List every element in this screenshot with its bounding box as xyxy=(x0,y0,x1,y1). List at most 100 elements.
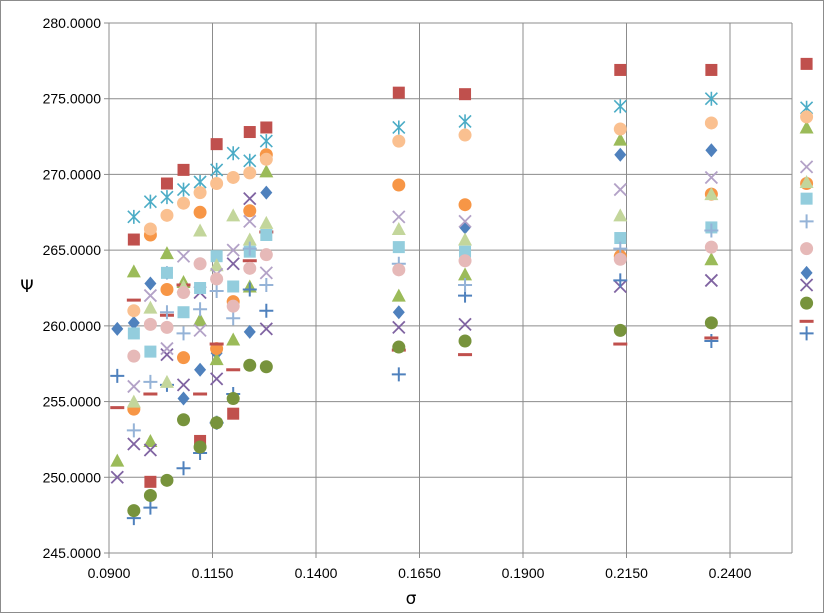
data-point xyxy=(226,170,240,184)
data-point xyxy=(210,416,224,430)
data-point xyxy=(226,257,240,271)
data-point xyxy=(613,323,627,337)
data-point xyxy=(613,99,627,114)
data-point xyxy=(226,146,240,161)
y-tick-label: 270.0000 xyxy=(43,166,102,182)
data-point xyxy=(800,192,813,205)
data-point xyxy=(226,392,240,406)
y-axis-title: Ψ xyxy=(20,277,33,297)
data-point xyxy=(704,240,718,254)
data-point xyxy=(226,243,240,257)
data-point xyxy=(227,407,240,420)
data-point xyxy=(242,232,257,246)
data-point xyxy=(127,233,140,246)
data-point xyxy=(110,453,125,467)
data-point xyxy=(210,138,223,151)
data-point xyxy=(177,413,191,427)
data-point xyxy=(458,277,473,292)
data-point xyxy=(260,121,273,134)
data-point xyxy=(143,392,158,396)
data-point xyxy=(193,186,207,200)
data-point xyxy=(613,182,627,197)
data-point xyxy=(160,208,174,222)
data-point xyxy=(613,132,628,146)
data-point xyxy=(259,152,273,166)
data-point xyxy=(159,374,174,388)
data-point xyxy=(613,273,628,288)
data-point xyxy=(799,175,814,188)
data-point xyxy=(259,266,273,280)
data-point xyxy=(242,241,257,256)
data-point xyxy=(177,163,190,176)
x-tick-label: 0.2150 xyxy=(605,565,648,581)
y-tick-label: 275.0000 xyxy=(43,91,102,107)
data-point xyxy=(193,223,208,237)
data-point xyxy=(176,461,191,476)
data-point xyxy=(143,288,158,303)
data-point xyxy=(209,342,224,346)
data-point xyxy=(160,266,173,279)
data-point xyxy=(704,91,718,106)
data-point xyxy=(392,86,405,99)
data-point xyxy=(259,360,273,374)
data-point xyxy=(210,272,224,286)
data-point xyxy=(227,280,240,293)
data-point xyxy=(243,358,257,372)
tick-labels: 245.0000 250.0000 255.0000 260.0000 265.0000… xyxy=(43,15,752,581)
data-point xyxy=(226,311,241,326)
data-point xyxy=(210,177,224,191)
data-point xyxy=(704,116,718,130)
data-point xyxy=(177,196,191,210)
data-point xyxy=(143,300,158,314)
data-point xyxy=(193,302,208,317)
data-point xyxy=(260,185,273,200)
data-point xyxy=(800,265,813,280)
data-point xyxy=(210,250,223,263)
x-tick-label: 0.0900 xyxy=(88,565,131,581)
data-point xyxy=(799,319,814,323)
data-point xyxy=(613,122,627,136)
data-point xyxy=(242,259,257,263)
data-point xyxy=(800,110,814,124)
data-point xyxy=(613,342,628,346)
data-point xyxy=(176,249,191,263)
x-tick-label: 0.1400 xyxy=(295,565,338,581)
data-point xyxy=(110,470,124,484)
data-point xyxy=(391,221,406,235)
data-point xyxy=(704,223,719,238)
data-point xyxy=(243,324,256,339)
data-point xyxy=(194,362,207,377)
data-point xyxy=(704,336,719,340)
data-point xyxy=(126,298,141,302)
data-point xyxy=(259,215,274,229)
data-point xyxy=(243,261,257,275)
data-point xyxy=(705,143,718,158)
data-point xyxy=(176,378,191,392)
data-point xyxy=(459,245,472,258)
y-tick-label: 255.0000 xyxy=(43,394,102,410)
data-point xyxy=(704,187,719,201)
data-point xyxy=(243,204,257,218)
data-point xyxy=(391,288,406,302)
data-point xyxy=(799,278,814,292)
data-point xyxy=(259,248,273,262)
data-point xyxy=(143,488,157,502)
data-point xyxy=(194,282,207,294)
data-point xyxy=(392,120,406,135)
data-point xyxy=(143,222,157,236)
data-point xyxy=(705,63,718,76)
data-point xyxy=(259,164,274,178)
data-point xyxy=(176,182,191,197)
data-point xyxy=(613,252,627,266)
data-point xyxy=(458,214,472,229)
data-point xyxy=(243,166,257,180)
data-point xyxy=(799,326,814,341)
y-tick-label: 265.0000 xyxy=(43,242,102,258)
data-point xyxy=(226,299,240,313)
data-point xyxy=(226,208,241,222)
data-point xyxy=(143,194,157,209)
data-point xyxy=(243,153,257,168)
data-point xyxy=(160,190,174,205)
